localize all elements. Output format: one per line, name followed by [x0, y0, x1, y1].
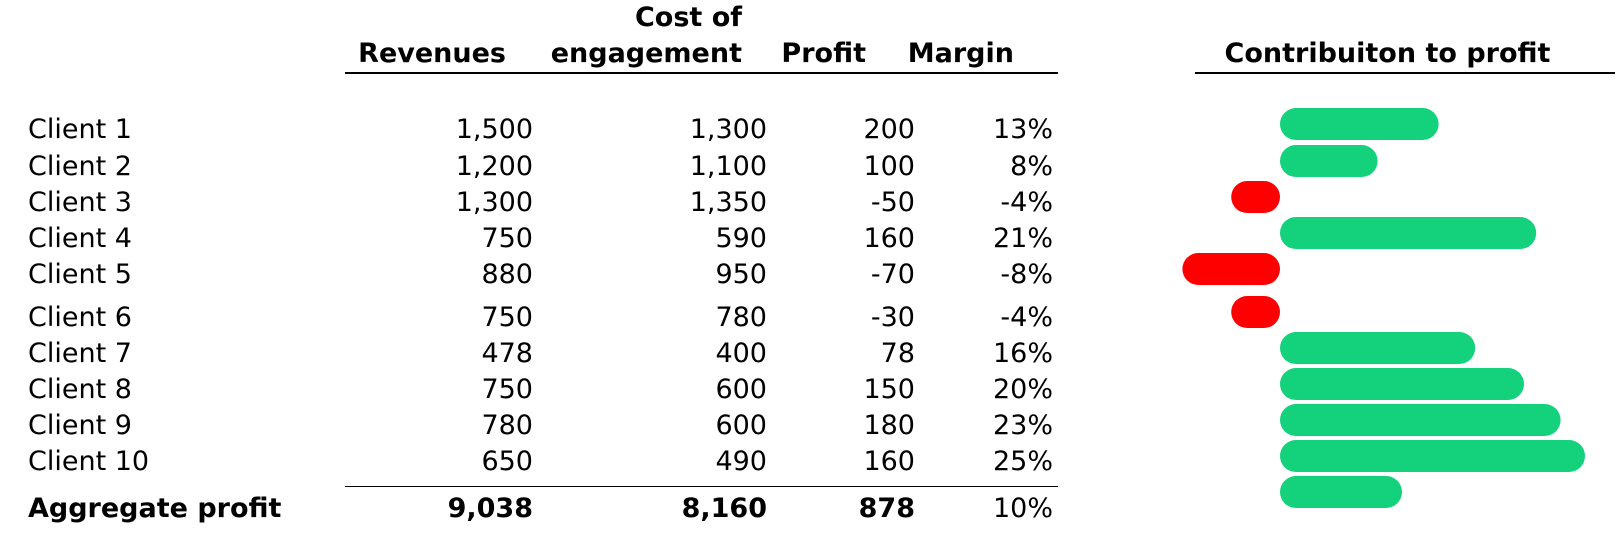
bar-client-8	[1280, 368, 1524, 400]
table-row: Client 9 780 600 180 23%	[0, 412, 1100, 442]
revenues-cell: 1,300	[455, 187, 533, 218]
bar-client-2	[1280, 145, 1378, 177]
cost-cell: 950	[715, 259, 767, 290]
profit-cell: 160	[863, 223, 915, 254]
total-revenues: 9,038	[447, 493, 533, 524]
revenues-cell: 650	[481, 446, 533, 477]
table-row: Client 5 880 950 -70 -8%	[0, 261, 1100, 291]
profit-cell: 150	[863, 374, 915, 405]
client-label: Client 4	[28, 223, 132, 254]
table-row: Client 6 750 780 -30 -4%	[0, 304, 1100, 334]
table-row: Client 7 478 400 78 16%	[0, 340, 1100, 370]
header-margin: Margin	[907, 38, 1014, 69]
client-label: Client 6	[28, 302, 132, 333]
revenues-cell: 750	[481, 374, 533, 405]
profit-cell: 200	[863, 114, 915, 145]
client-label: Client 9	[28, 410, 132, 441]
cost-cell: 400	[715, 338, 767, 369]
table-row: Client 4 750 590 160 21%	[0, 225, 1100, 255]
table-row: Client 3 1,300 1,350 -50 -4%	[0, 189, 1100, 219]
profit-cell: 100	[863, 151, 915, 182]
bar-client-4	[1280, 217, 1537, 249]
header-profit: Profit	[781, 38, 866, 69]
revenues-cell: 1,500	[455, 114, 533, 145]
bar-client-10	[1280, 440, 1585, 472]
client-label: Client 8	[28, 374, 132, 405]
table-row: Client 1 1,500 1,300 200 13%	[0, 116, 1100, 146]
profit-cell: -30	[870, 302, 915, 333]
profit-cell: 78	[880, 338, 915, 369]
bar-client-3	[1231, 181, 1280, 213]
bar-client-7	[1280, 332, 1476, 364]
margin-cell: 13%	[992, 114, 1053, 145]
cost-cell: 1,100	[689, 151, 767, 182]
bar-client-9	[1280, 404, 1561, 436]
profit-cell: 160	[863, 446, 915, 477]
profit-contribution-chart	[1182, 108, 1585, 508]
client-label: Client 7	[28, 338, 132, 369]
profit-cell: -70	[870, 259, 915, 290]
cost-cell: 1,350	[689, 187, 767, 218]
bar-aggregate-profit	[1280, 476, 1402, 508]
table-header-rule	[345, 72, 1058, 74]
margin-cell: 23%	[992, 410, 1053, 441]
total-profit: 878	[858, 493, 915, 524]
revenues-cell: 1,200	[455, 151, 533, 182]
client-label: Client 1	[28, 114, 132, 145]
client-label: Client 2	[28, 151, 132, 182]
table-row: Client 2 1,200 1,100 100 8%	[0, 153, 1100, 183]
cost-cell: 780	[715, 302, 767, 333]
total-row: Aggregate profit 9,038 8,160 878 10%	[0, 495, 1100, 525]
header-cost-line1: Cost of	[634, 2, 742, 33]
revenues-cell: 880	[481, 259, 533, 290]
total-cost: 8,160	[681, 493, 767, 524]
bar-client-6	[1231, 296, 1280, 328]
chart-title: Contribuiton to profit	[1224, 38, 1551, 69]
revenues-cell: 750	[481, 223, 533, 254]
total-margin: 10%	[992, 493, 1053, 524]
header-revenues: Revenues	[358, 38, 506, 69]
revenues-cell: 750	[481, 302, 533, 333]
margin-cell: 16%	[992, 338, 1053, 369]
table-row: Client 10 650 490 160 25%	[0, 448, 1100, 478]
client-label: Client 5	[28, 259, 132, 290]
total-label: Aggregate profit	[28, 493, 282, 524]
profit-cell: 180	[863, 410, 915, 441]
margin-cell: 25%	[992, 446, 1053, 477]
table-row: Client 8 750 600 150 20%	[0, 376, 1100, 406]
bar-client-1	[1280, 108, 1439, 140]
total-separator-rule	[345, 486, 1058, 487]
margin-cell: -4%	[1000, 187, 1053, 218]
cost-cell: 1,300	[689, 114, 767, 145]
cost-cell: 600	[715, 374, 767, 405]
cost-cell: 490	[715, 446, 767, 477]
revenues-cell: 478	[481, 338, 533, 369]
chart-header-rule	[1195, 72, 1615, 74]
header-cost-line2: engagement	[550, 38, 742, 69]
profit-cell: -50	[870, 187, 915, 218]
margin-cell: 8%	[1010, 151, 1053, 182]
margin-cell: -8%	[1000, 259, 1053, 290]
cost-cell: 590	[715, 223, 767, 254]
margin-cell: -4%	[1000, 302, 1053, 333]
margin-cell: 21%	[992, 223, 1053, 254]
bar-client-5	[1182, 253, 1280, 285]
client-label: Client 3	[28, 187, 132, 218]
client-label: Client 10	[28, 446, 150, 477]
revenues-cell: 780	[481, 410, 533, 441]
margin-cell: 20%	[992, 374, 1053, 405]
cost-cell: 600	[715, 410, 767, 441]
